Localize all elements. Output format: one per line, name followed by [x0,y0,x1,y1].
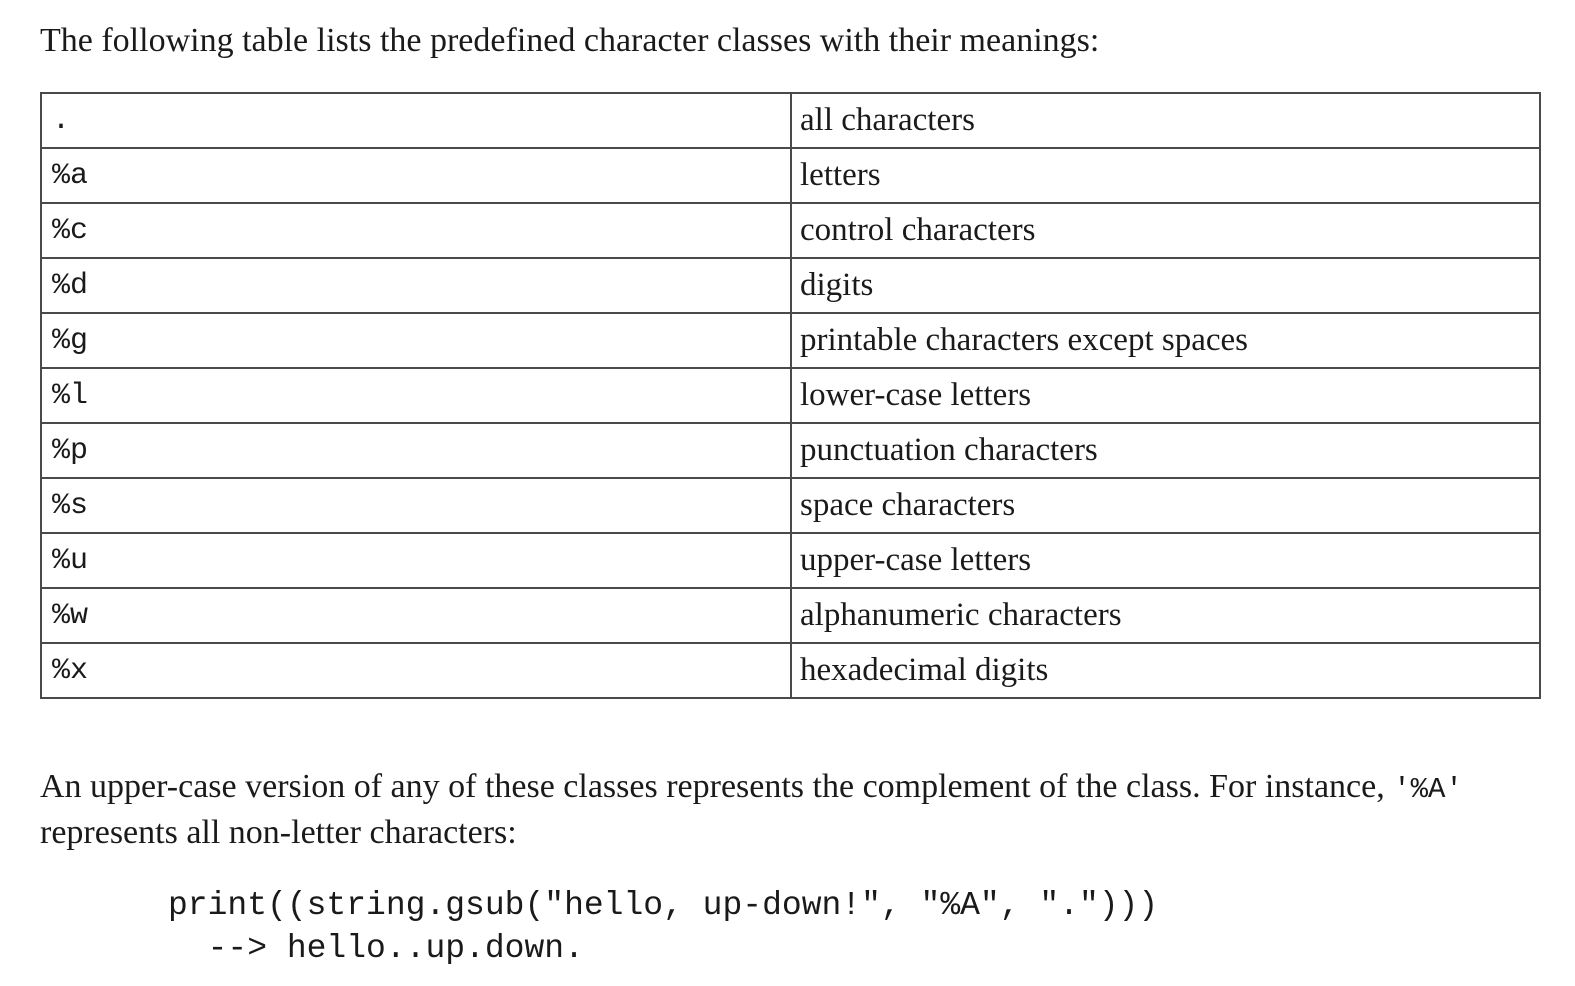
meaning-cell: lower-case letters [790,367,1541,424]
class-cell: %l [40,367,792,424]
table-row: %a letters [40,147,1541,204]
class-cell: %a [40,147,792,204]
table-row: %s space characters [40,477,1541,534]
table-row: %g printable characters except spaces [40,312,1541,369]
class-cell: %u [40,532,792,589]
meaning-cell: punctuation characters [790,422,1541,479]
code-output-line: --> hello..up.down. [168,930,584,967]
table-row: %u upper-case letters [40,532,1541,589]
meaning-cell: space characters [790,477,1541,534]
class-cell: %c [40,202,792,259]
class-cell: %p [40,422,792,479]
meaning-cell: all characters [790,92,1541,149]
meaning-cell: letters [790,147,1541,204]
class-cell: %d [40,257,792,314]
code-line: print((string.gsub("hello, up-down!", "%… [168,887,1159,924]
meaning-cell: printable characters except spaces [790,312,1541,369]
class-cell: . [40,92,792,149]
table-row: %w alphanumeric characters [40,587,1541,644]
code-example: print((string.gsub("hello, up-down!", "%… [168,884,1158,970]
meaning-cell: alphanumeric characters [790,587,1541,644]
table-row: %c control characters [40,202,1541,259]
paragraph-text-end: represents all non-letter characters: [40,814,517,851]
meaning-cell: control characters [790,202,1541,259]
complement-paragraph: An upper-case version of any of these cl… [40,765,1550,854]
paragraph-text-start: An upper-case version of any of these cl… [40,768,1394,805]
table-row: %d digits [40,257,1541,314]
meaning-cell: upper-case letters [790,532,1541,589]
class-cell: %g [40,312,792,369]
intro-text: The following table lists the predefined… [40,22,1100,59]
class-cell: %x [40,642,792,699]
table-row: %x hexadecimal digits [40,642,1541,699]
class-cell: %s [40,477,792,534]
table-row: %p punctuation characters [40,422,1541,479]
meaning-cell: digits [790,257,1541,314]
class-cell: %w [40,587,792,644]
inline-code: '%A' [1393,773,1463,806]
meaning-cell: hexadecimal digits [790,642,1541,699]
table-row: %l lower-case letters [40,367,1541,424]
character-classes-table: . all characters %a letters %c control c… [40,92,1541,699]
table-row: . all characters [40,92,1541,149]
